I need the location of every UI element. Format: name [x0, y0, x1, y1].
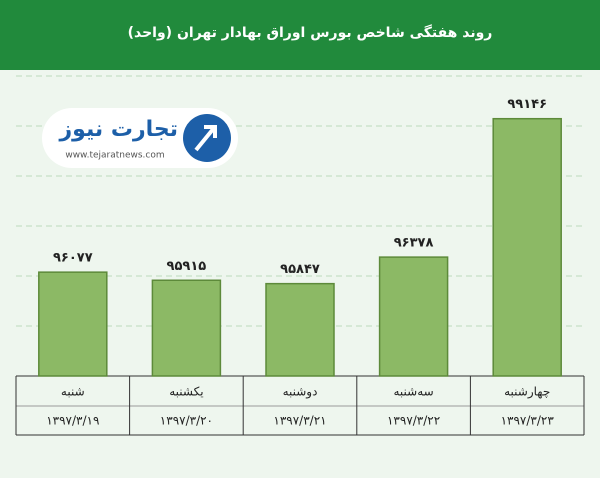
x-tick-label: یکشنبه: [169, 385, 203, 399]
date-label: ۱۳۹۷/۳/۲۳: [501, 414, 555, 428]
bar: [38, 271, 108, 377]
date-label: ۱۳۹۷/۳/۲۱: [273, 414, 326, 428]
x-tick-label: شنبه: [61, 385, 85, 399]
logo-url: www.tejaratnews.com: [65, 151, 164, 161]
x-tick-label: دوشنبه: [283, 385, 318, 400]
value-label: ۹۵۹۱۵: [167, 259, 207, 274]
x-tick-label: چهارشنبه: [504, 385, 550, 400]
value-label: ۹۵۸۴۷: [280, 262, 320, 277]
logo-name: تجارت نیوز: [58, 117, 178, 142]
value-label: ۹۶۰۷۷: [53, 251, 93, 266]
bar: [492, 117, 562, 377]
bar: [151, 279, 222, 377]
logo-arrow: [194, 125, 217, 152]
header: [0, 0, 600, 70]
date-label: ۱۳۹۷/۳/۲۰: [160, 414, 213, 428]
value-label: ۹۶۳۷۸: [394, 236, 434, 251]
date-label: ۱۳۹۷/۳/۲۲: [387, 414, 440, 428]
date-label: ۱۳۹۷/۳/۱۹: [46, 414, 99, 428]
logo: تجارت نیوز www.tejaratnews.com: [42, 108, 238, 168]
chart-title: روند هفتگی شاخص بورس اوراق بهادار تهران …: [128, 24, 493, 41]
value-label: ۹۹۱۴۶: [507, 97, 547, 112]
bar: [265, 282, 335, 377]
x-tick-label: سه‌شنبه: [393, 385, 433, 399]
bar: [378, 256, 449, 377]
